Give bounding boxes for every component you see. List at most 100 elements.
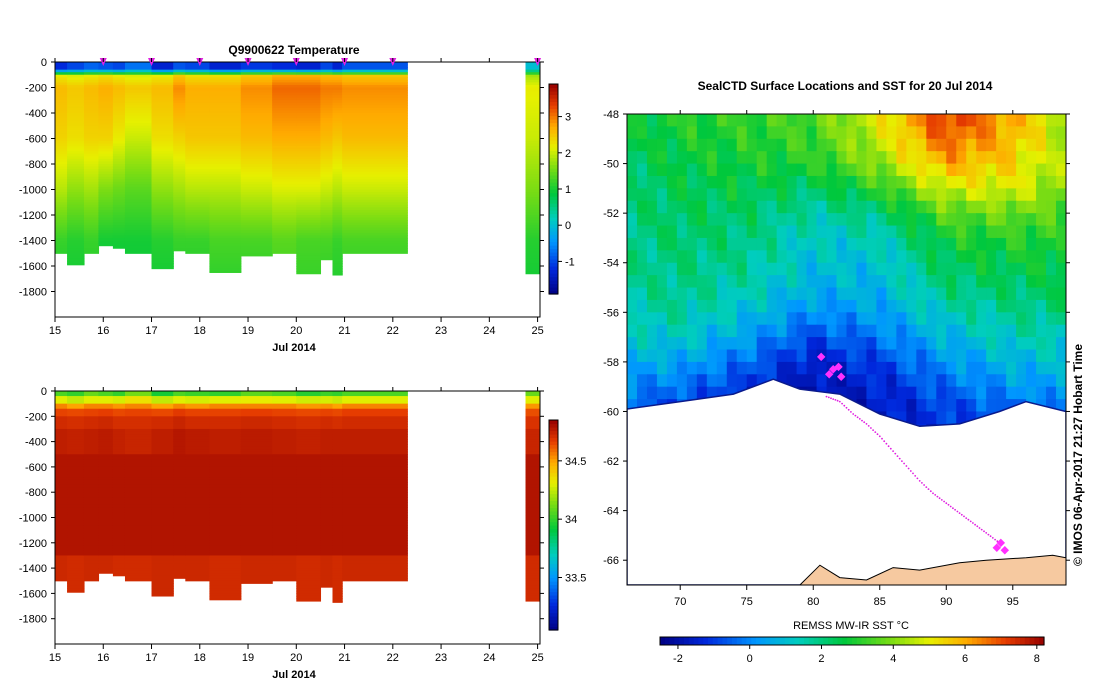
section-cell	[240, 77, 273, 81]
section-cell	[240, 235, 273, 239]
section-cell	[320, 439, 334, 443]
sst-cell	[936, 374, 947, 388]
section-cell	[98, 489, 114, 493]
section-cell	[525, 580, 540, 584]
section-cell	[151, 235, 174, 239]
section-cell	[525, 192, 540, 196]
colorbar-frame	[548, 419, 559, 631]
section-cell	[185, 156, 211, 160]
sst-cell	[646, 275, 658, 289]
section-cell	[525, 466, 540, 471]
section-cell	[342, 125, 408, 129]
sst-cell	[1046, 349, 1057, 363]
section-cell	[112, 487, 126, 491]
sst-cell	[716, 275, 728, 289]
sst-cell	[966, 200, 977, 214]
section-cell	[272, 466, 297, 471]
sst-cell	[666, 175, 678, 189]
sst-cell	[786, 188, 798, 202]
section-cell	[83, 441, 100, 445]
seal-track-point	[978, 527, 981, 529]
section-cell	[173, 146, 186, 150]
section-cell	[55, 494, 68, 498]
section-cell	[151, 411, 174, 415]
section-cell	[173, 217, 186, 221]
section-cell	[209, 565, 242, 569]
section-cell	[112, 179, 126, 183]
sst-cell	[786, 312, 798, 326]
section-cell	[67, 138, 85, 142]
section-cell	[272, 164, 297, 168]
section-cell	[151, 557, 174, 562]
section-cell	[83, 418, 100, 422]
section-cell	[124, 174, 153, 178]
seal-track-point	[856, 416, 859, 419]
sst-cell	[806, 287, 818, 301]
section-cell	[67, 110, 85, 114]
sst-cell	[846, 225, 858, 239]
section-cell	[209, 176, 242, 180]
x-tick-label: 23	[435, 325, 447, 337]
section-cell	[332, 446, 343, 450]
section-cell	[67, 431, 85, 435]
section-cell	[112, 454, 126, 458]
section-cell	[173, 436, 186, 440]
sst-cell	[686, 188, 698, 202]
sst-cell	[686, 299, 698, 313]
section-cell	[296, 179, 322, 183]
seal-track-point	[885, 442, 888, 445]
section-cell	[112, 138, 126, 142]
sst-cell	[886, 163, 897, 177]
section-cell	[332, 464, 343, 468]
sst-cell	[956, 114, 967, 127]
section-cell	[124, 540, 153, 544]
section-cell	[67, 87, 85, 91]
section-cell	[55, 220, 68, 224]
section-cell	[209, 428, 242, 433]
sst-cell	[826, 200, 838, 214]
section-cell	[296, 398, 322, 402]
sst-cell	[666, 237, 678, 251]
sst-cell	[916, 312, 927, 326]
y-tick-label: -600	[25, 134, 47, 146]
sst-cell	[876, 213, 888, 227]
sst-colorbar-swatch	[842, 637, 848, 645]
section-cell	[173, 138, 186, 142]
section-cell	[240, 504, 273, 508]
section-cell	[151, 141, 174, 145]
section-cell	[67, 77, 85, 81]
section-cell	[332, 179, 343, 183]
section-cell	[209, 509, 242, 514]
sst-cell	[786, 250, 798, 264]
section-cell	[342, 451, 408, 455]
sst-cell	[896, 175, 907, 189]
section-cell	[332, 72, 343, 76]
sst-cell	[956, 374, 967, 388]
section-cell	[124, 484, 153, 488]
section-cell	[185, 489, 211, 493]
sst-cell	[627, 324, 638, 338]
seal-track-point	[841, 402, 843, 405]
section-cell	[272, 62, 297, 66]
sst-cell	[946, 262, 957, 276]
sst-colorbar-swatch	[952, 637, 959, 645]
section-cell	[112, 181, 126, 185]
sst-cell	[946, 151, 957, 165]
section-cell	[320, 565, 334, 569]
colorbar-swatch	[549, 549, 558, 554]
section-cell	[342, 502, 408, 506]
section-cell	[55, 107, 68, 112]
section-cell	[151, 464, 174, 468]
sst-colorbar-swatch	[674, 637, 680, 645]
section-cell	[332, 77, 343, 81]
sst-cell	[866, 287, 878, 301]
sst-cell	[836, 200, 848, 214]
section-cell	[83, 547, 100, 551]
section-cell	[272, 151, 297, 155]
map-x-tick-label: 75	[741, 596, 753, 608]
section-cell	[98, 426, 114, 430]
colorbar-swatch	[549, 234, 558, 239]
section-cell	[525, 202, 540, 206]
section-cell	[173, 565, 186, 569]
sst-cell	[826, 250, 838, 264]
